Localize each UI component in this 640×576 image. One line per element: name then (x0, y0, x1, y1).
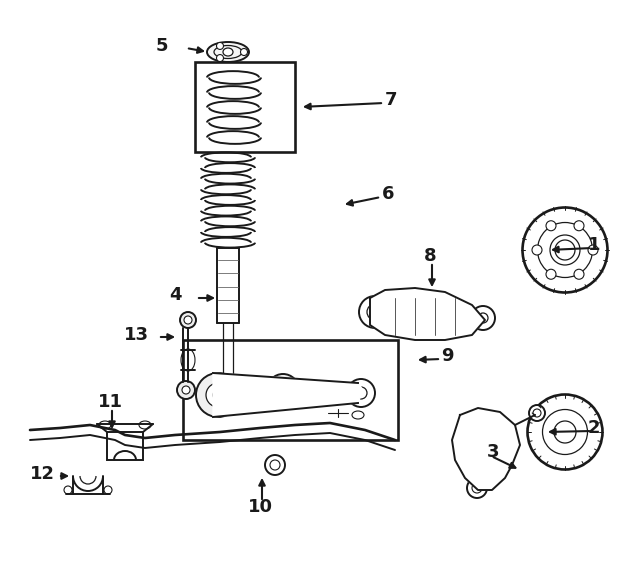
Circle shape (64, 486, 72, 494)
Text: 10: 10 (248, 498, 273, 516)
Circle shape (216, 43, 223, 50)
Circle shape (477, 440, 493, 456)
Text: 7: 7 (385, 91, 397, 109)
Text: 3: 3 (487, 443, 499, 461)
Circle shape (265, 455, 285, 475)
Circle shape (241, 48, 248, 55)
Bar (183, 340, 398, 440)
Bar (107, 432, 143, 460)
Circle shape (217, 369, 239, 391)
Text: 11: 11 (97, 393, 122, 411)
Circle shape (270, 460, 280, 470)
Circle shape (472, 483, 482, 493)
Bar (195, 62, 295, 152)
Circle shape (359, 296, 391, 328)
Circle shape (471, 306, 495, 330)
Circle shape (355, 387, 367, 399)
Circle shape (177, 381, 195, 399)
Text: 2: 2 (588, 419, 600, 437)
Circle shape (216, 55, 223, 62)
Text: 5: 5 (156, 37, 168, 55)
Text: 1: 1 (588, 236, 600, 254)
Circle shape (574, 221, 584, 231)
Circle shape (180, 312, 196, 328)
Circle shape (467, 430, 503, 466)
Ellipse shape (352, 411, 364, 419)
Text: 12: 12 (29, 465, 54, 483)
Polygon shape (452, 408, 520, 490)
Polygon shape (213, 373, 363, 417)
Ellipse shape (207, 42, 249, 62)
Circle shape (275, 382, 291, 398)
Circle shape (367, 304, 383, 320)
Circle shape (546, 221, 556, 231)
Circle shape (213, 390, 223, 400)
Circle shape (206, 383, 230, 407)
Text: 6: 6 (381, 185, 394, 203)
Circle shape (478, 313, 488, 323)
Circle shape (267, 374, 299, 406)
Circle shape (574, 269, 584, 279)
Text: 9: 9 (441, 347, 453, 365)
Ellipse shape (99, 421, 111, 429)
Circle shape (546, 269, 556, 279)
Ellipse shape (139, 421, 151, 429)
Ellipse shape (214, 46, 242, 59)
Circle shape (532, 245, 542, 255)
Circle shape (467, 478, 487, 498)
Text: 8: 8 (424, 247, 436, 265)
Circle shape (196, 373, 240, 417)
Circle shape (529, 405, 545, 421)
Circle shape (223, 375, 233, 385)
Circle shape (555, 240, 575, 260)
Circle shape (182, 386, 190, 394)
Text: 4: 4 (169, 286, 181, 304)
Circle shape (104, 486, 112, 494)
Circle shape (347, 379, 375, 407)
Circle shape (588, 245, 598, 255)
Polygon shape (370, 288, 485, 340)
Text: 13: 13 (124, 326, 148, 344)
Ellipse shape (223, 48, 233, 56)
Circle shape (533, 409, 541, 417)
Circle shape (184, 316, 192, 324)
